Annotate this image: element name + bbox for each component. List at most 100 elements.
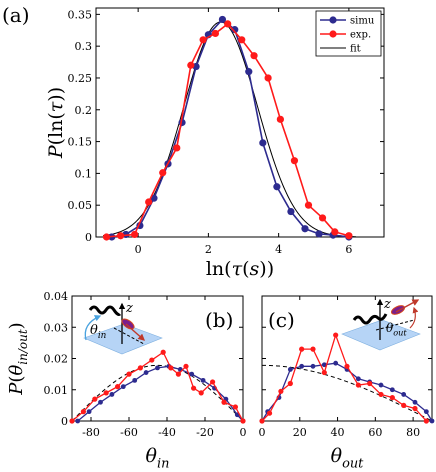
panel-b-ytick-label-3: 0.03 <box>44 321 69 334</box>
panel-b-xtick-label-0: -80 <box>82 426 100 439</box>
panel-c-xtick-label-0: 0 <box>259 426 266 439</box>
panel-b-xtick-label-3: -20 <box>196 426 214 439</box>
panel-a-exp-point-10 <box>238 36 246 44</box>
panel-c-xlabel: θout <box>331 445 365 472</box>
legend-marker-1 <box>329 30 337 38</box>
panel-b-ytick-label-4: 0.04 <box>44 290 69 303</box>
panel-a-exp-point-14 <box>290 157 299 165</box>
panel-a-exp-point-15 <box>304 201 313 209</box>
panel-a-simu-point-10 <box>245 68 253 76</box>
panel-b-exp-point-7 <box>149 357 155 363</box>
panel-c-xtick-label-2: 40 <box>331 426 345 439</box>
panel-b-inset: z θin <box>83 301 163 355</box>
panel-c-xtick-label-4: 80 <box>406 426 420 439</box>
panel-c-exp-point-6 <box>321 369 327 376</box>
legend-marker-0 <box>329 16 337 24</box>
panel-a-ylabel: P(ln(τ)) <box>45 87 67 159</box>
panel-c-simu-point-9 <box>355 376 361 382</box>
panel-a-exp-point-12 <box>264 74 272 82</box>
panel-c-inset-plane <box>341 319 421 351</box>
panel-b-xtick-label-4: 0 <box>240 426 247 439</box>
panel-a-ytick-label-4: 0.2 <box>75 104 93 117</box>
panel-c-exp-point-14 <box>412 405 418 412</box>
panel-a-exp-point-8 <box>211 29 220 38</box>
panel-a-ytick-label-2: 0.1 <box>75 167 93 180</box>
panel-b-simu-point-5 <box>132 377 138 383</box>
panel-a-ytick-label-6: 0.3 <box>75 40 93 53</box>
panel-b-exp-point-11 <box>183 363 189 369</box>
panel-c-exp-point-7 <box>333 332 339 338</box>
panel-a-exp-point-2 <box>131 230 139 239</box>
panel-b-inset-plane <box>83 323 163 355</box>
panel-c-exp-point-11 <box>378 391 384 398</box>
panel-b-simu-point-6 <box>143 370 149 375</box>
panel-a-ytick-label-1: 0.05 <box>68 199 93 212</box>
panel-c-inset-angle-arc <box>409 306 419 329</box>
legend-label-1: exp. <box>350 30 371 41</box>
panel-b-xtick-label-1: -60 <box>120 426 138 439</box>
panel-b-simu-point-1 <box>86 409 92 415</box>
panel-b-exp-point-6 <box>137 365 143 371</box>
panel-b-inset-polymer <box>88 305 122 316</box>
panel-a-label: (a) <box>2 3 30 27</box>
panel-c-exp-point-4 <box>299 346 305 352</box>
panel-c-simu-line <box>261 362 433 422</box>
panel-b-exp-point-4 <box>115 384 121 390</box>
panel-a-legend: simu exp. fit <box>315 10 382 57</box>
panel-a-xtick-label-1: 2 <box>205 243 212 256</box>
panel-c-xtick-label-1: 20 <box>293 426 307 439</box>
panel-a-exp-point-13 <box>276 115 284 123</box>
panel-c-inset-polymer <box>352 313 388 325</box>
panel-a-simu-point-13 <box>287 207 295 216</box>
panel-c-fit-line <box>262 364 433 422</box>
panel-b: -80 -60 -40 -20 0 0 0.01 0.02 0.03 0.04 z θin (b) θin… <box>6 290 247 472</box>
panel-a-exp-point-18 <box>345 232 353 240</box>
panel-c-exp-point-0 <box>259 418 265 424</box>
panel-a-exp-point-9 <box>224 20 232 28</box>
panel-c-exp-point-5 <box>310 346 316 352</box>
panel-b-inset-angle-arc <box>84 315 102 341</box>
panel-b-exp-point-10 <box>175 371 181 377</box>
panel-c-simu-point-13 <box>401 392 407 397</box>
panel-c-inset-angle-label: θout <box>386 321 407 338</box>
panel-a-simu-point-15 <box>315 230 323 238</box>
panel-a-exp-point-7 <box>199 36 207 44</box>
panel-a-xtick-label-2: 4 <box>275 243 282 256</box>
panel-c-inset-z-label: z <box>383 297 391 312</box>
panel-a-simu-point-11 <box>259 139 267 147</box>
panel-a-simu-point-14 <box>301 225 309 233</box>
panel-c-simu-point-3 <box>287 367 293 372</box>
panel-c-exp-point-10 <box>367 380 373 387</box>
panel-b-xlabel: θin <box>146 445 170 472</box>
panel-c-exp-point-12 <box>389 394 395 401</box>
panel-c-exp-point-2 <box>278 388 284 394</box>
panel-a-ytick-label-7: 0.35 <box>68 8 93 21</box>
panel-b-label: (b) <box>205 308 233 332</box>
panel-c-exp-point-13 <box>401 402 407 408</box>
panel-b-ytick-label-1: 0.01 <box>44 384 69 397</box>
panel-b-exp-point-14 <box>210 379 216 385</box>
panel-b-exp-point-15 <box>221 399 227 405</box>
legend-label-0: simu <box>350 16 375 27</box>
panel-b-simu-line <box>77 365 244 422</box>
panel-c-exp-point-9 <box>355 382 361 388</box>
panel-c-exp-line <box>261 334 427 422</box>
panel-a-xtick-label-0: 0 <box>135 243 142 256</box>
panel-b-fit-line <box>71 364 244 422</box>
panel-b-exp-point-5 <box>126 371 132 377</box>
panel-a-xtick-label-3: 6 <box>345 243 352 256</box>
panel-c-simu-point-7 <box>333 360 339 366</box>
panel-b-exp-point-16 <box>232 404 238 410</box>
panel-b-exp-point-2 <box>92 396 98 402</box>
panel-c-simu-point-15 <box>423 409 429 415</box>
panel-b-xtick-label-2: -40 <box>158 426 176 439</box>
panel-a-ytick-label-3: 0.15 <box>68 136 93 149</box>
panel-b-ytick-label-0: 0 <box>61 415 68 428</box>
panel-a-simu-point-12 <box>273 183 281 191</box>
panel-a-exp-line <box>106 23 350 238</box>
panel-a-ytick-label-0: 0 <box>85 231 92 244</box>
panel-c-inset: z θout <box>341 297 421 351</box>
panel-c-exp-point-8 <box>344 363 350 369</box>
panel-b-exp-point-1 <box>80 409 86 415</box>
